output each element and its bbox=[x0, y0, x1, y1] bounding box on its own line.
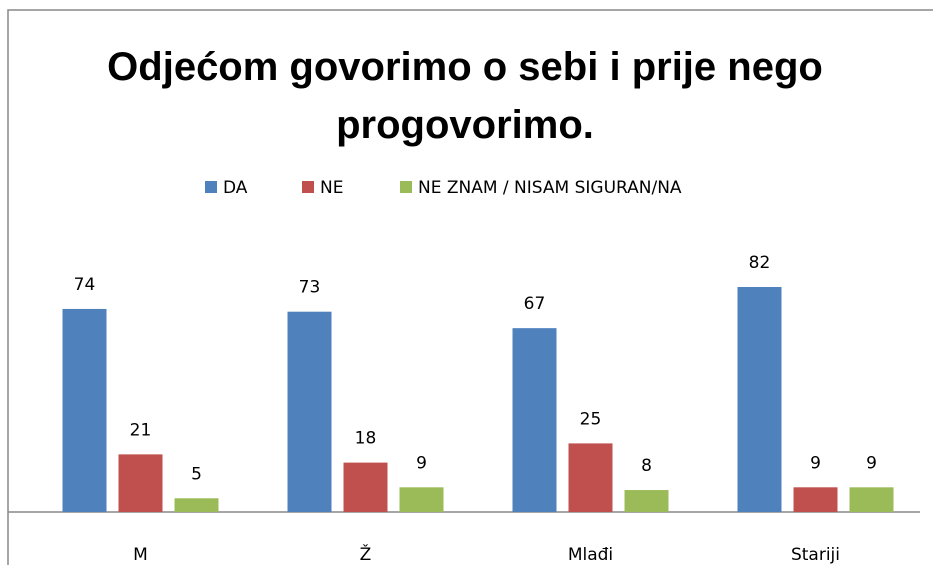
chart-frame bbox=[7, 9, 933, 565]
data-label: 67 bbox=[524, 294, 546, 314]
bar bbox=[737, 287, 782, 512]
bar bbox=[624, 490, 669, 512]
bar bbox=[174, 498, 219, 512]
bar bbox=[849, 487, 894, 512]
data-label: 82 bbox=[749, 253, 771, 273]
legend-swatch bbox=[205, 181, 217, 193]
legend-label: DA bbox=[223, 178, 248, 198]
bar bbox=[62, 308, 107, 512]
data-label: 18 bbox=[355, 429, 377, 449]
bar bbox=[512, 328, 557, 512]
data-label: 8 bbox=[641, 456, 652, 476]
x-tick-label: Stariji bbox=[791, 545, 840, 565]
bar bbox=[343, 462, 388, 512]
data-label: 9 bbox=[416, 453, 427, 473]
data-label: 73 bbox=[299, 278, 321, 298]
bar bbox=[568, 443, 613, 512]
data-label: 21 bbox=[130, 420, 152, 440]
data-label: 74 bbox=[74, 275, 96, 295]
bar bbox=[793, 487, 838, 512]
legend-label: NE ZNAM / NISAM SIGURAN/NA bbox=[418, 178, 682, 198]
chart-title: Odjećom govorimo o sebi i prije nego pro… bbox=[107, 45, 823, 147]
legend-label: NE bbox=[320, 178, 343, 198]
x-tick-label: Mlađi bbox=[568, 545, 613, 565]
bar bbox=[118, 454, 163, 512]
data-label: 25 bbox=[580, 409, 602, 429]
data-label: 5 bbox=[191, 464, 202, 484]
legend-swatch bbox=[302, 181, 314, 193]
bar bbox=[287, 311, 332, 512]
legend-swatch bbox=[400, 181, 412, 193]
x-tick-label: Ž bbox=[360, 543, 372, 565]
data-label: 9 bbox=[866, 453, 877, 473]
data-label: 9 bbox=[810, 453, 821, 473]
x-tick-label: M bbox=[133, 545, 148, 565]
bar bbox=[399, 487, 444, 512]
